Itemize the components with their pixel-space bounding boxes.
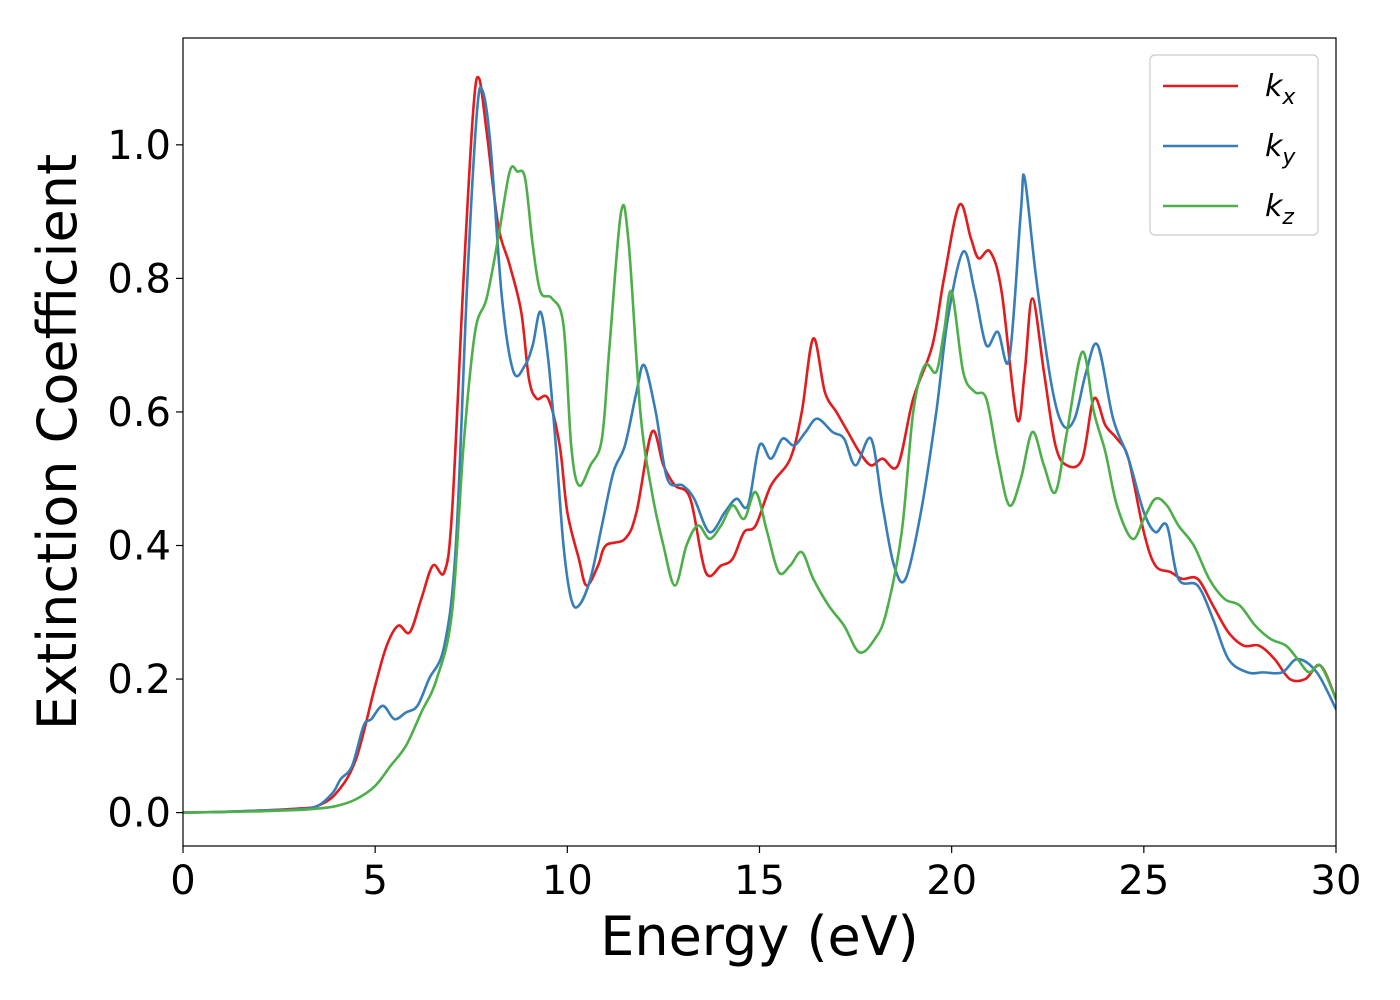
x-axis-title: Energy (eV) bbox=[600, 905, 919, 968]
series-line-kx bbox=[183, 75, 1336, 814]
y-axis: 0.0 0.2 0.4 0.6 0.8 1.0 bbox=[107, 123, 183, 837]
plot-area bbox=[183, 75, 1336, 814]
y-tick-label: 1.0 bbox=[107, 123, 171, 169]
y-tick-label: 0.8 bbox=[107, 256, 171, 302]
legend-label-kx: kx bbox=[1265, 69, 1296, 110]
x-tick-label: 20 bbox=[926, 858, 977, 904]
x-tick-label: 5 bbox=[362, 858, 387, 904]
x-tick-label: 25 bbox=[1118, 858, 1169, 904]
legend: kx ky kz bbox=[1149, 54, 1319, 236]
series-line-ky bbox=[183, 85, 1336, 814]
y-axis-title: Extinction Coefficient bbox=[26, 154, 89, 730]
x-tick-label: 15 bbox=[734, 858, 785, 904]
legend-label-ky: ky bbox=[1265, 129, 1296, 170]
y-tick-label: 0.0 bbox=[107, 791, 171, 837]
legend-label-kz: kz bbox=[1265, 189, 1294, 230]
x-axis: 0 5 10 15 20 25 30 bbox=[170, 846, 1361, 904]
x-tick-label: 0 bbox=[170, 858, 195, 904]
series-layer bbox=[183, 75, 1336, 814]
y-tick-label: 0.4 bbox=[107, 524, 171, 570]
y-tick-label: 0.2 bbox=[107, 657, 171, 703]
y-tick-label: 0.6 bbox=[107, 390, 171, 436]
series-line-kz bbox=[183, 165, 1336, 814]
x-tick-label: 30 bbox=[1311, 858, 1362, 904]
x-tick-label: 10 bbox=[542, 858, 593, 904]
